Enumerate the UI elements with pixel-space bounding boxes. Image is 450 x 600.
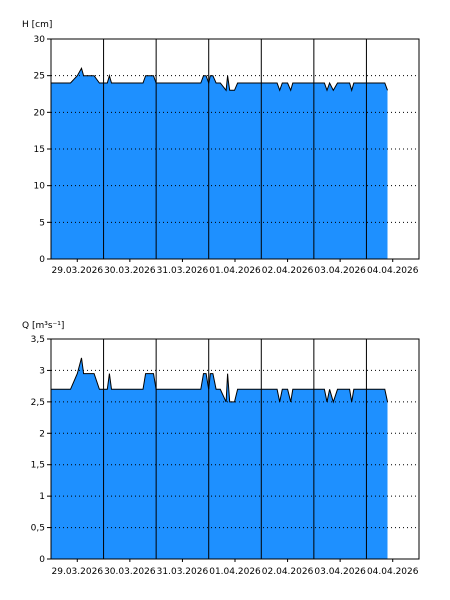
y-tick-label: 3 bbox=[39, 366, 45, 376]
series-line bbox=[51, 67, 388, 93]
x-tick-label: 03.04.2026 bbox=[314, 266, 366, 276]
y-tick-label: 10 bbox=[34, 182, 46, 192]
series-area bbox=[51, 68, 388, 259]
y-tick-label: 3,5 bbox=[31, 335, 45, 345]
y-tick-label: 5 bbox=[39, 218, 45, 228]
x-tick-label: 04.04.2026 bbox=[367, 567, 419, 577]
y-tick-label: 1 bbox=[39, 492, 45, 502]
y-tick-label: 0 bbox=[39, 255, 45, 265]
x-tick-label: 03.04.2026 bbox=[314, 567, 366, 577]
x-tick-label: 29.03.2026 bbox=[52, 567, 104, 577]
y-axis-label: Q [m³s⁻¹] bbox=[22, 321, 64, 331]
y-tick-label: 15 bbox=[34, 145, 45, 155]
x-tick-label: 31.03.2026 bbox=[157, 567, 209, 577]
y-tick-label: 2 bbox=[39, 429, 45, 439]
y-tick-label: 2,5 bbox=[31, 398, 45, 408]
y-tick-label: 1,5 bbox=[31, 461, 45, 471]
x-tick-label: 04.04.2026 bbox=[367, 266, 419, 276]
y-axis-label: H [cm] bbox=[22, 20, 52, 30]
y-tick-label: 30 bbox=[34, 35, 46, 45]
y-tick-label: 20 bbox=[34, 108, 46, 118]
y-tick-label: 0,5 bbox=[31, 524, 45, 534]
discharge-chart: 0 0,5 1 1,5 2 2,5 3 3,5 29.03.2026 30.03.2026 31.0… bbox=[22, 321, 420, 577]
x-tick-label: 30.03.2026 bbox=[104, 266, 156, 276]
x-tick-label: 29.03.2026 bbox=[52, 266, 104, 276]
series-area bbox=[51, 357, 388, 559]
water-level-chart: 0 5 10 15 20 25 30 29.03.2026 30.03.2026 31.03.20… bbox=[22, 20, 420, 276]
x-tick-label: 02.04.2026 bbox=[262, 266, 314, 276]
x-tick-label: 02.04.2026 bbox=[262, 567, 314, 577]
x-tick-label: 31.03.2026 bbox=[157, 266, 209, 276]
x-tick-label: 30.03.2026 bbox=[104, 567, 156, 577]
y-tick-label: 25 bbox=[34, 72, 45, 82]
x-tick-label: 01.04.2026 bbox=[209, 266, 261, 276]
y-tick-label: 0 bbox=[39, 555, 45, 565]
series-line bbox=[51, 357, 388, 404]
x-tick-label: 01.04.2026 bbox=[209, 567, 261, 577]
